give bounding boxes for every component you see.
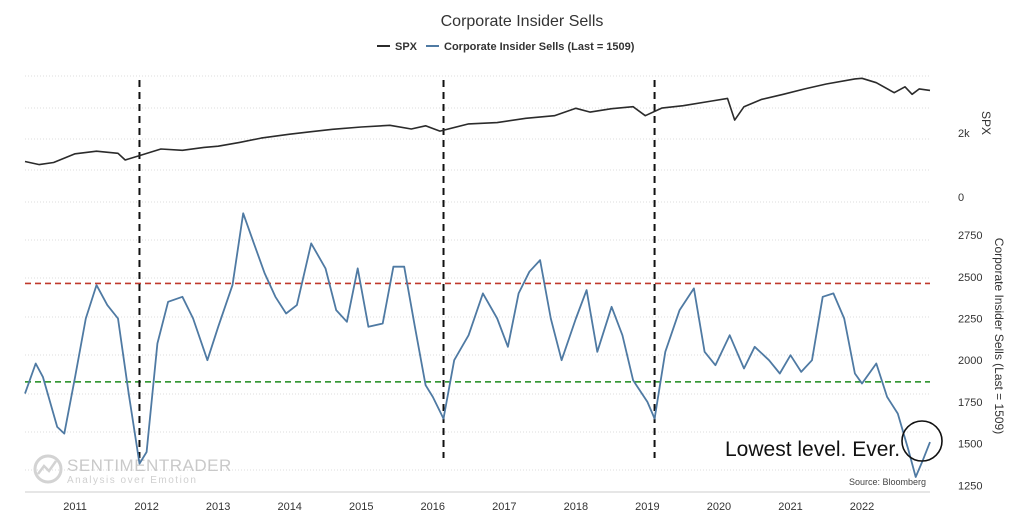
annotation-circle <box>901 420 943 462</box>
x-tick-label-2018: 2018 <box>564 501 588 513</box>
sells-tick-label-1750: 1750 <box>958 397 982 409</box>
sells-tick-label-1250: 1250 <box>958 480 982 492</box>
legend-sells-label[interactable]: Corporate Insider Sells (Last = 1509) <box>444 41 635 53</box>
spx-tick-label-0: 2k <box>958 128 970 140</box>
x-tick-label-2012: 2012 <box>134 501 158 513</box>
sells-axis-title: Corporate Insider Sells (Last = 1509) <box>992 238 1006 434</box>
series-line-corporate-insider-sells <box>24 212 931 478</box>
chart-title: Corporate Insider Sells <box>441 13 604 30</box>
x-tick-label-2014: 2014 <box>277 501 301 513</box>
x-tick-label-2011: 2011 <box>63 501 87 513</box>
x-tick-label-2022: 2022 <box>850 501 874 513</box>
reference-lines <box>25 282 930 383</box>
annotation-text: Lowest level. Ever. <box>725 438 900 461</box>
watermark: SENTIMENTRADER Analysis over Emotion <box>33 454 232 486</box>
spx-tick-label-1: 0 <box>958 192 964 204</box>
watermark-logo-line <box>37 460 58 475</box>
watermark-name: SENTIMENTRADER <box>67 456 232 475</box>
watermark-tagline: Analysis over Emotion <box>67 475 197 486</box>
x-tick-label-2016: 2016 <box>421 501 445 513</box>
legend[interactable]: SPX Corporate Insider Sells (Last = 1509… <box>377 41 635 53</box>
vertical-markers <box>138 80 656 458</box>
series-line-spx <box>24 77 931 166</box>
x-tick-label-2017: 2017 <box>492 501 516 513</box>
sells-tick-label-2000: 2000 <box>958 355 982 367</box>
tick-labels: 2011 2012 2013 2014 2015 2016 2017 2018 2019 2020… <box>63 128 982 513</box>
spx-axis-title: SPX <box>979 111 993 135</box>
x-tick-label-2019: 2019 <box>635 501 659 513</box>
sells-tick-label-2750: 2750 <box>958 230 982 242</box>
x-tick-label-2021: 2021 <box>778 501 802 513</box>
watermark-logo-icon <box>33 454 63 484</box>
x-tick-label-2020: 2020 <box>707 501 731 513</box>
x-tick-label-2015: 2015 <box>349 501 373 513</box>
series-lines <box>24 77 931 478</box>
x-tick-label-2013: 2013 <box>206 501 230 513</box>
sells-tick-label-2250: 2250 <box>958 313 982 325</box>
sells-tick-label-1500: 1500 <box>958 439 982 451</box>
source-note: Source: Bloomberg <box>849 477 926 487</box>
legend-spx-label[interactable]: SPX <box>395 41 418 53</box>
sells-tick-label-2500: 2500 <box>958 272 982 284</box>
grid-lines <box>25 75 930 493</box>
